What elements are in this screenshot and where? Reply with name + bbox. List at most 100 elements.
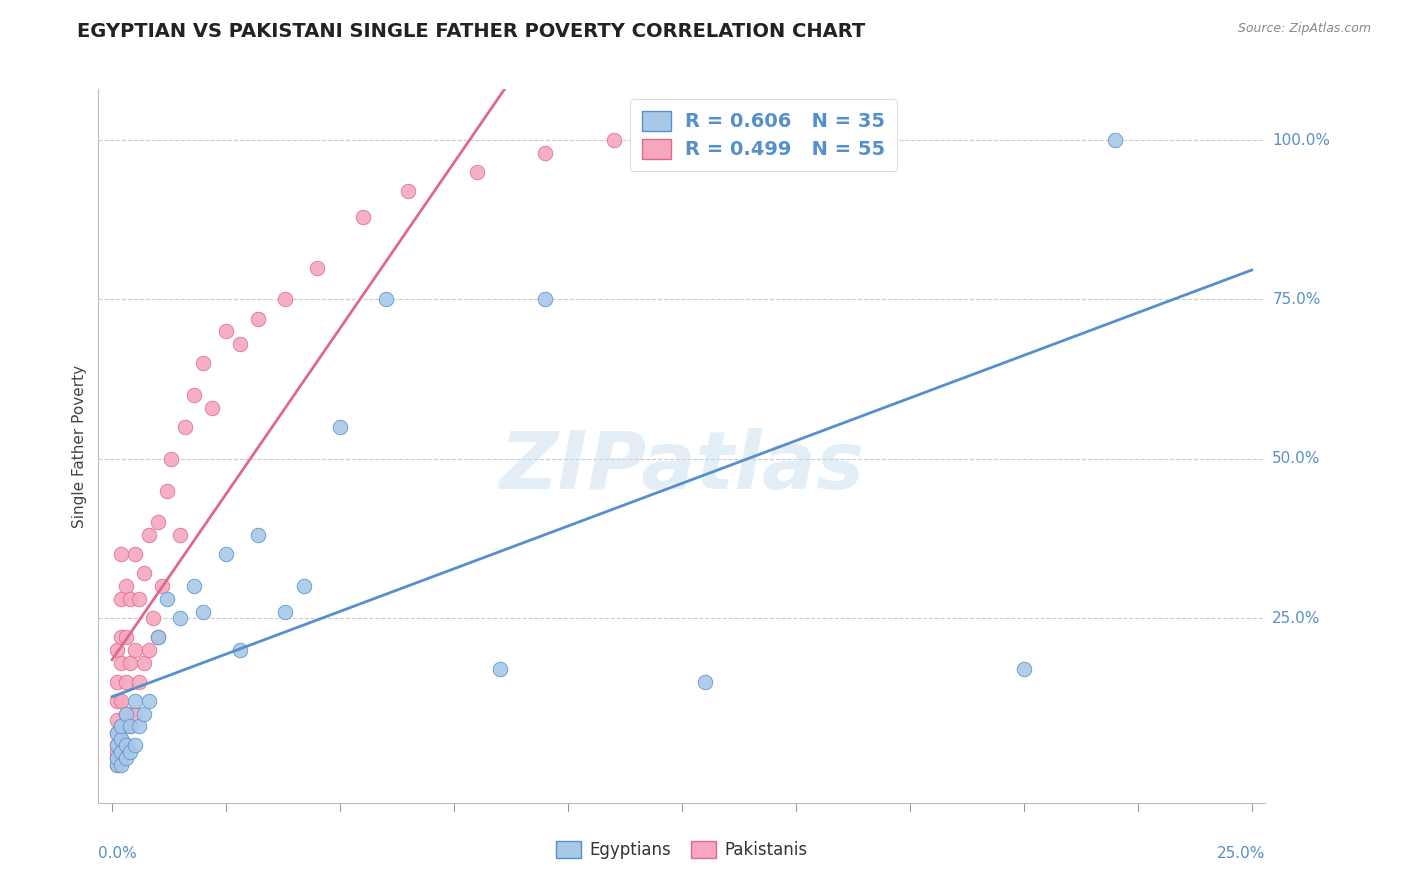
Text: 50.0%: 50.0% [1272,451,1320,467]
Point [138,694,160,708]
Point [114,706,136,721]
Point [292,579,315,593]
Point [105,694,128,708]
Point [105,751,128,765]
Point [110,694,132,708]
Point [274,605,297,619]
Point [174,420,197,434]
Point [160,451,183,466]
Point [105,739,128,753]
Point [142,611,165,625]
Point [693,674,716,689]
Point [132,566,155,581]
Text: EGYPTIAN VS PAKISTANI SINGLE FATHER POVERTY CORRELATION CHART: EGYPTIAN VS PAKISTANI SINGLE FATHER POVE… [77,22,866,41]
Point [183,579,205,593]
Point [110,719,132,733]
Point [169,611,191,625]
Point [110,757,132,772]
Point [110,745,132,759]
Point [110,732,132,747]
Point [201,401,224,415]
Point [465,165,488,179]
Point [146,630,169,644]
Point [246,528,269,542]
Point [110,591,132,606]
Point [307,260,329,275]
Text: 75.0%: 75.0% [1272,292,1320,307]
Point [128,719,150,733]
Point [215,324,238,338]
Point [1104,133,1126,147]
Point [138,528,160,542]
Point [229,643,252,657]
Point [105,643,128,657]
Point [114,751,136,765]
Point [215,547,238,561]
Point [105,713,128,727]
Point [110,547,132,561]
Point [488,662,510,676]
Point [124,547,146,561]
Point [534,293,557,307]
Point [110,751,132,765]
Point [114,630,136,644]
Point [128,674,150,689]
Point [120,745,142,759]
Y-axis label: Single Father Poverty: Single Father Poverty [72,365,87,527]
Point [124,694,146,708]
Point [110,719,132,733]
Point [114,579,136,593]
Point [105,757,128,772]
Point [138,643,160,657]
Point [156,591,179,606]
Point [146,516,169,530]
Point [229,337,252,351]
Point [124,739,146,753]
Point [120,719,142,733]
Text: Source: ZipAtlas.com: Source: ZipAtlas.com [1237,22,1371,36]
Point [602,133,624,147]
Point [110,630,132,644]
Point [156,483,179,498]
Point [183,388,205,402]
Point [114,706,136,721]
Text: 25.0%: 25.0% [1272,610,1320,625]
Point [114,739,136,753]
Point [374,293,396,307]
Text: ZIPatlas: ZIPatlas [499,428,865,507]
Point [193,356,215,370]
Point [352,210,374,224]
Point [105,725,128,739]
Point [105,674,128,689]
Point [132,706,155,721]
Point [193,605,215,619]
Point [274,293,297,307]
Point [1012,662,1035,676]
Point [105,725,128,739]
Point [246,311,269,326]
Point [120,656,142,670]
Point [124,706,146,721]
Point [105,745,128,759]
Text: 25.0%: 25.0% [1218,846,1265,861]
Point [396,184,419,198]
Point [120,719,142,733]
Point [114,739,136,753]
Point [110,732,132,747]
Point [534,145,557,160]
Point [169,528,191,542]
Point [105,751,128,765]
Point [150,579,173,593]
Point [105,757,128,772]
Legend: Egyptians, Pakistanis: Egyptians, Pakistanis [550,834,814,866]
Point [114,674,136,689]
Point [124,643,146,657]
Text: 0.0%: 0.0% [98,846,138,861]
Point [132,656,155,670]
Point [110,656,132,670]
Point [105,739,128,753]
Point [120,591,142,606]
Point [128,591,150,606]
Point [146,630,169,644]
Text: 100.0%: 100.0% [1272,133,1330,148]
